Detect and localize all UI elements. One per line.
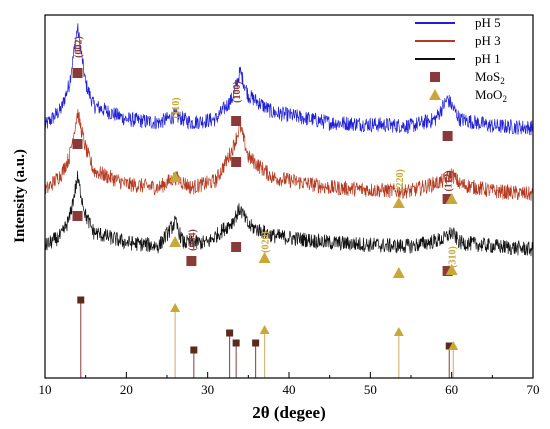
series-line-ph-5	[44, 23, 534, 136]
peak-label-6: (112)	[444, 170, 455, 191]
peak-label-2: (100)	[232, 81, 243, 103]
mos2-marker-ph3-1	[231, 157, 242, 167]
ref-marker-moo2-1	[259, 325, 270, 334]
x-ticks-layer: 10 20 30 40 50 60 70	[39, 372, 540, 397]
markers-layer	[72, 68, 458, 278]
moo2-marker-ph1-3	[445, 264, 458, 275]
peak-label-3: (004)	[187, 229, 198, 251]
x-tick-label-1: 20	[120, 382, 133, 397]
peak-label-5: (220)	[395, 169, 406, 191]
legend-label-3: MoS2	[475, 69, 505, 86]
moo2-marker-ph1-2	[392, 267, 405, 278]
mos2-marker-ph5-0	[72, 68, 83, 78]
ref-marker-mos2-1	[190, 346, 198, 354]
series-layer	[44, 23, 534, 257]
moo2-marker-ph1-1	[258, 252, 271, 263]
legend-label-2: pH 1	[475, 51, 501, 66]
ref-marker-mos2-2	[226, 329, 234, 337]
peak-label-7: (310)	[448, 246, 459, 268]
reference-lines-layer	[77, 296, 459, 378]
peak-labels-layer: (002) (110) (100) (004) (020) (220) (112) (310)	[74, 36, 459, 268]
mos2-marker-ph1-3	[442, 266, 453, 276]
ref-marker-moo2-2	[393, 327, 404, 336]
series-line-ph-3	[44, 109, 534, 201]
ref-marker-mos2-5	[445, 342, 453, 350]
ref-marker-mos2-4	[252, 339, 260, 347]
ref-marker-mos2-0	[77, 296, 85, 304]
peak-label-0: (002)	[74, 36, 85, 58]
ref-marker-mos2-3	[232, 339, 240, 347]
legend-swatch-4	[429, 89, 441, 100]
series-line-ph-1	[44, 170, 534, 257]
x-tick-label-3: 40	[283, 382, 296, 397]
legend-swatch-3	[430, 72, 440, 82]
moo2-marker-ph1-0	[169, 236, 182, 247]
moo2-marker-ph3-0	[169, 171, 182, 182]
legend-label-0: pH 5	[475, 15, 501, 30]
peak-label-4: (020)	[261, 231, 272, 253]
x-tick-label-4: 50	[364, 382, 377, 397]
x-tick-label-5: 60	[445, 382, 458, 397]
y-axis-label: Intensity (a.u.)	[12, 149, 28, 243]
moo2-marker-ph3-1	[392, 197, 405, 208]
mos2-marker-ph5-1	[231, 116, 242, 126]
mos2-marker-ph5-2	[442, 131, 453, 141]
mos2-marker-ph3-0	[72, 139, 83, 149]
plot-frame	[44, 14, 534, 379]
moo2-marker-ph3-2	[445, 193, 458, 204]
ref-marker-moo2-0	[170, 303, 181, 312]
legend-label-4: MoO2	[475, 87, 507, 104]
legend-label-1: pH 3	[475, 33, 501, 48]
x-axis-label: 2θ (degee)	[252, 403, 326, 422]
ref-marker-moo2-3	[448, 341, 459, 350]
peak-label-1: (110)	[171, 97, 182, 118]
x-tick-label-0: 10	[39, 382, 52, 397]
mos2-marker-ph3-2	[442, 194, 453, 204]
mos2-marker-ph1-1	[231, 242, 242, 252]
x-tick-label-6: 70	[527, 382, 540, 397]
mos2-marker-ph1-2	[186, 256, 197, 266]
x-tick-label-2: 30	[201, 382, 214, 397]
mos2-marker-ph1-0	[72, 211, 83, 221]
